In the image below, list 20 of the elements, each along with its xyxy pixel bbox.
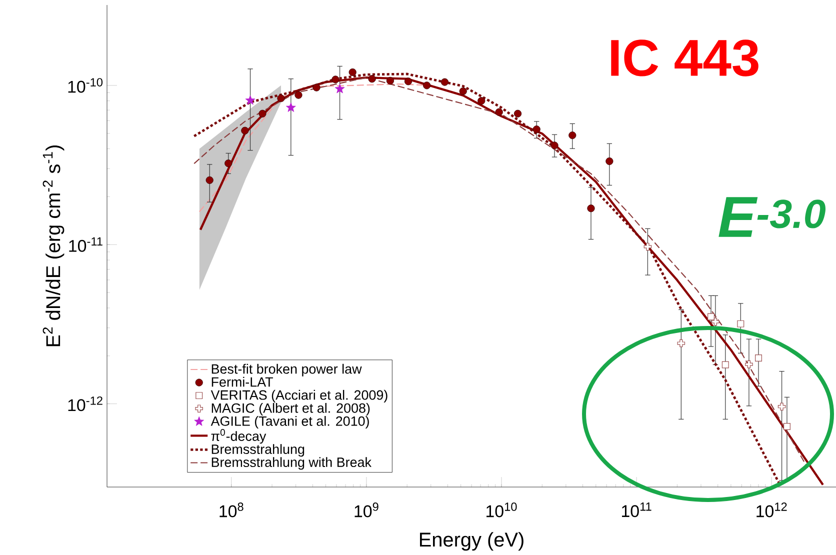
legend-label: Bremsstrahlung with Break: [212, 457, 372, 470]
annotation: IC 443: [611, 40, 758, 76]
legend-label: Best-fit broken power law: [212, 364, 362, 376]
legend-label: Bremsstrahlung: [212, 444, 304, 457]
x-axis-title: Energy (eV): [420, 532, 524, 551]
x-tick-label: 10$^{8}$: [220, 502, 244, 518]
y-tick-label: 10$^{-10}$: [68, 78, 103, 93]
annotation: E$^{-3.0}$: [718, 197, 826, 237]
legend-label: π$^{0}$-decay: [211, 429, 266, 444]
legend-label: Fermi-LAT: [212, 376, 273, 387]
legend-label: MAGIC (Albert et al. 2008): [212, 402, 370, 416]
x-tick-label: 10$^{9}$: [354, 502, 378, 518]
y-tick-label: 10$^{-12}$: [68, 396, 102, 412]
x-tick-label: 10$^{12}$: [756, 502, 787, 518]
x-tick-label: 10$^{11}$: [622, 502, 652, 518]
legend-label: VERITAS (Acciari et al. 2009): [210, 390, 388, 402]
y-tick-label: 10$^{-11}$: [69, 237, 102, 252]
x-tick-label: 10$^{10}$: [486, 502, 517, 518]
legend-label: AGILE (Tavani et al. 2010): [210, 416, 369, 429]
y-axis-title: E$^{2}$ dN/dE (erg cm$^{-2}$ s$^{-1}$): [42, 146, 64, 346]
